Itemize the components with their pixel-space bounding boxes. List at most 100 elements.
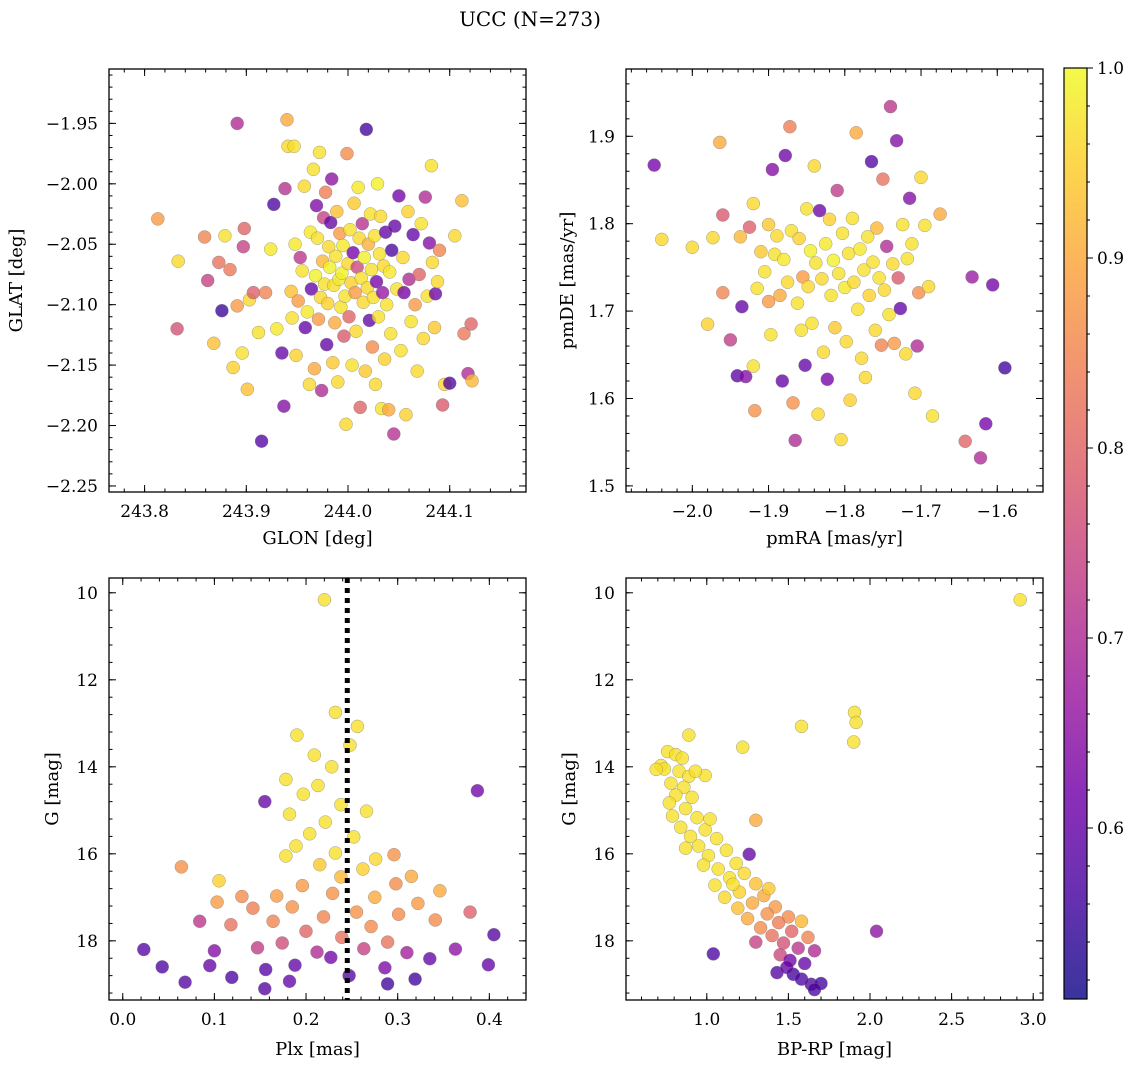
data-point <box>322 260 337 274</box>
data-point <box>314 383 329 398</box>
data-point <box>998 361 1012 375</box>
data-point <box>869 924 884 939</box>
data-point <box>320 296 335 311</box>
data-point <box>798 358 812 373</box>
data-point <box>662 796 677 810</box>
colorbar-tick-label: 0.7 <box>1097 629 1124 649</box>
data-point <box>748 403 762 418</box>
data-point <box>330 204 344 219</box>
data-point <box>905 237 919 251</box>
data-point <box>399 407 413 422</box>
data-point <box>388 219 402 233</box>
data-point <box>289 839 303 853</box>
data-point <box>770 229 784 243</box>
data-point <box>302 827 317 841</box>
data-point <box>171 254 185 268</box>
data-point <box>288 237 302 251</box>
data-point <box>289 348 303 363</box>
data-point <box>319 337 334 352</box>
data-point <box>835 226 850 241</box>
data-point <box>448 942 463 956</box>
y-tick-label: −2.05 <box>46 235 98 255</box>
data-point <box>383 326 398 341</box>
data-point <box>830 183 844 198</box>
y-tick-label: 1.9 <box>588 127 615 147</box>
data-point <box>328 316 342 330</box>
data-point <box>174 860 189 874</box>
data-point <box>410 364 424 378</box>
x-tick-label: 1.0 <box>693 1010 720 1030</box>
data-point <box>365 340 380 354</box>
data-point <box>340 146 354 161</box>
data-point <box>815 272 829 286</box>
y-tick-label: −1.95 <box>46 114 98 134</box>
data-point <box>207 336 221 351</box>
data-point <box>807 944 822 958</box>
data-point <box>433 884 447 898</box>
data-point <box>323 215 338 230</box>
data-point <box>351 180 365 195</box>
data-point <box>418 190 433 204</box>
data-point <box>783 119 797 134</box>
data-point <box>412 267 426 282</box>
data-point <box>428 287 443 301</box>
data-point <box>801 930 815 945</box>
data-point <box>910 339 924 353</box>
data-point <box>349 324 363 339</box>
data-point <box>839 334 854 349</box>
data-point <box>432 243 447 258</box>
data-point <box>287 139 301 154</box>
data-point <box>777 252 791 267</box>
x-tick-label: 0.2 <box>293 1010 320 1030</box>
data-point <box>312 145 327 160</box>
data-point <box>847 275 861 289</box>
data-point <box>266 914 280 929</box>
y-tick-label: −2.00 <box>46 175 98 195</box>
data-point <box>470 783 485 798</box>
data-point <box>812 203 827 218</box>
data-point <box>706 230 720 245</box>
data-point <box>853 242 867 256</box>
data-point <box>792 231 806 246</box>
data-point <box>357 250 372 265</box>
data-point <box>310 945 324 959</box>
data-point <box>891 271 905 285</box>
data-point <box>911 285 926 300</box>
panel-glon-glat: 243.8 243.9 244.0 244.1 −1.95 −2.00 −2.05 −2.10… <box>6 68 527 549</box>
data-point <box>870 221 884 235</box>
data-point <box>295 878 310 893</box>
y-tick-label: 1.6 <box>588 389 615 409</box>
data-point <box>801 279 815 294</box>
data-point <box>731 901 745 915</box>
data-point <box>664 776 678 791</box>
data-point <box>765 162 780 177</box>
data-point <box>326 355 340 370</box>
data-point <box>435 398 450 412</box>
data-point <box>784 924 799 939</box>
data-point <box>675 751 690 765</box>
data-point <box>690 810 704 825</box>
data-point <box>267 197 281 212</box>
data-point <box>251 325 266 340</box>
data-point <box>308 268 323 283</box>
data-point <box>324 172 339 186</box>
data-point <box>331 375 345 389</box>
x-tick-label: 0.1 <box>201 1010 228 1030</box>
data-point <box>223 262 237 277</box>
data-point <box>803 244 818 258</box>
data-point <box>235 889 249 904</box>
data-point <box>348 285 362 300</box>
data-point <box>307 748 322 762</box>
data-point <box>378 961 392 975</box>
data-point <box>377 352 392 366</box>
data-point <box>794 323 809 338</box>
data-point <box>240 382 255 397</box>
data-point <box>275 346 289 360</box>
data-point <box>212 874 226 888</box>
data-point <box>212 255 226 270</box>
data-point <box>370 177 385 191</box>
data-point <box>394 343 408 358</box>
data-point <box>311 778 325 793</box>
data-point <box>324 760 339 774</box>
